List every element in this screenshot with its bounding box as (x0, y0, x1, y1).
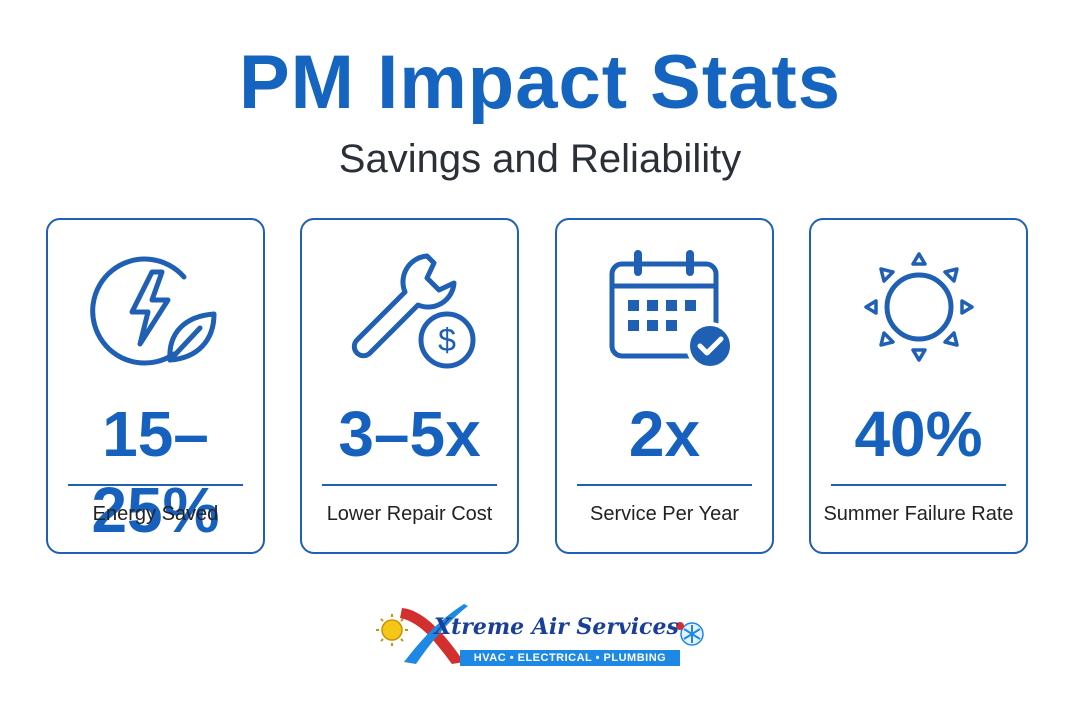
svg-text:$: $ (438, 322, 456, 358)
stat-card-summer: 40% Summer Failure Rate (809, 218, 1028, 554)
wrench-dollar-icon: $ (302, 242, 517, 372)
brand-name: Xtreme Air Services (434, 614, 679, 640)
stat-card-repair: $ 3–5x Lower Repair Cost (300, 218, 519, 554)
stat-label: Summer Failure Rate (823, 503, 1014, 525)
sun-icon (811, 242, 1026, 372)
divider (577, 484, 752, 486)
page-title: PM Impact Stats (238, 40, 842, 125)
company-logo: Xtreme Air Services HVAC • ELECTRICAL • … (372, 600, 712, 670)
divider (68, 484, 243, 486)
page-subtitle: Savings and Reliability (338, 137, 742, 181)
brand-tagline: HVAC • ELECTRICAL • PLUMBING (460, 650, 680, 666)
stat-label: Service Per Year (590, 503, 739, 525)
divider (831, 484, 1006, 486)
stat-label: Energy Saved (92, 503, 219, 525)
stat-value: 2x (628, 398, 701, 470)
stat-card-energy: 15–25% Energy Saved (46, 218, 265, 554)
calendar-check-icon (557, 242, 772, 372)
stat-label: Lower Repair Cost (326, 503, 493, 525)
stat-value: 15–25% (91, 398, 220, 546)
divider (322, 484, 497, 486)
stat-card-service: 2x Service Per Year (555, 218, 774, 554)
energy-leaf-icon (48, 242, 263, 372)
stat-value: 3–5x (338, 398, 481, 470)
stat-value: 40% (854, 398, 983, 470)
